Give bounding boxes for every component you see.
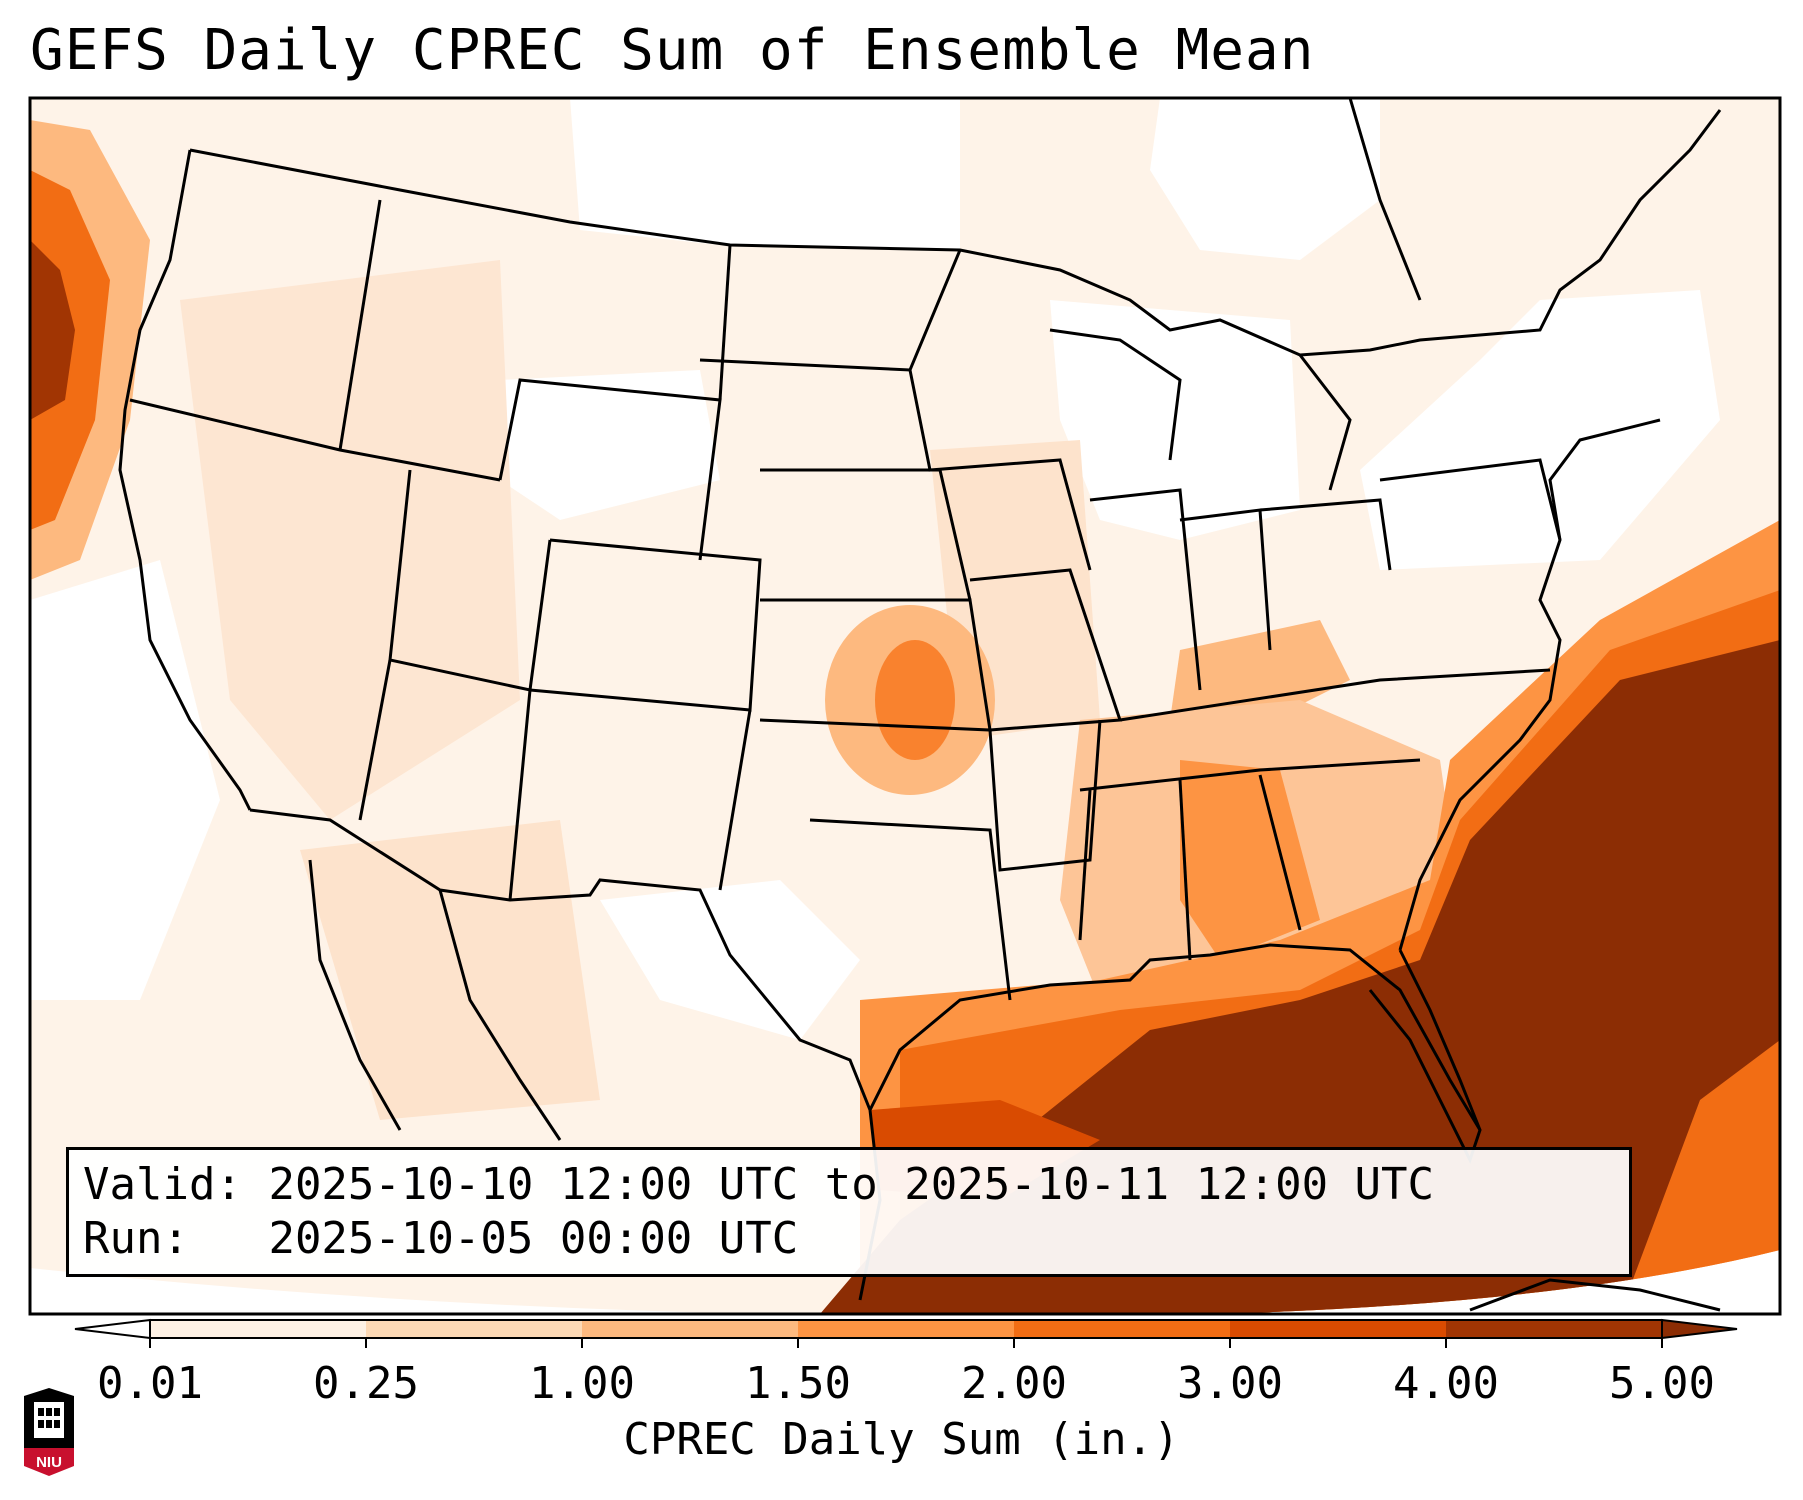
light-area-west	[180, 260, 520, 820]
colorbar	[74, 1318, 1738, 1348]
state-line-mississippi	[1078, 789, 1092, 941]
colorbar-tick-label: 1.50	[745, 1358, 851, 1409]
colorbar-tick-label: 1.00	[529, 1358, 635, 1409]
colorbar-segment	[150, 1320, 367, 1338]
precip-field	[30, 98, 1780, 1314]
state-line-alabama-west	[1178, 779, 1192, 961]
west-coast	[118, 149, 252, 811]
state-line-oklahoma-texas	[809, 818, 1012, 1001]
state-line-arkansas	[988, 719, 1102, 872]
canada-boundary	[1348, 98, 1422, 301]
colorbar-tick-label: 0.01	[97, 1358, 203, 1409]
niu-logo: NIU	[24, 1388, 74, 1476]
state-line-new-mexico-east	[718, 709, 752, 891]
map-frame	[28, 96, 1782, 1316]
plume-core	[30, 240, 75, 420]
colorbar-tick-label: 5.00	[1609, 1358, 1715, 1409]
state-line-colorado	[529, 538, 762, 712]
michigan-outline	[1298, 354, 1352, 491]
dry-area-pacific	[30, 560, 220, 1000]
dry-area-texas	[600, 880, 860, 1040]
dry-area-dakotas	[570, 98, 960, 250]
us-mexico-border	[249, 808, 872, 1111]
blob-kansas-core	[875, 640, 955, 760]
dry-area-wyoming	[500, 370, 720, 520]
state-line-dakota-west	[718, 244, 732, 401]
dry-area-northeast	[1360, 290, 1720, 570]
colorbar-segment	[798, 1320, 1015, 1338]
valid-value: 2025-10-10 12:00 UTC to 2025-10-11 12:00…	[268, 1159, 1435, 1210]
state-line-pennsylvania	[1379, 458, 1562, 541]
mexico-west-coast	[438, 889, 562, 1141]
run-value: 2025-10-05 00:00 UTC	[268, 1213, 799, 1264]
map-title: GEFS Daily CPREC Sum of Ensemble Mean	[30, 18, 1315, 83]
colorbar-under-extend	[74, 1318, 151, 1340]
florida-outline	[1368, 949, 1482, 1164]
state-line-south	[1079, 758, 1421, 792]
info-box: Valid: 2025-10-10 12:00 UTC to 2025-10-1…	[66, 1147, 1632, 1277]
colorbar-segment	[1446, 1320, 1663, 1338]
colorbar-tick-label: 0.25	[313, 1358, 419, 1409]
run-label: Run:	[83, 1213, 189, 1264]
atlantic-coast	[1398, 418, 1661, 951]
light-area-mexico	[300, 820, 600, 1120]
state-line-ohio	[1259, 498, 1392, 571]
state-line-arizona	[358, 659, 392, 821]
colorbar-tick-label: 2.00	[961, 1358, 1067, 1409]
valid-label: Valid:	[83, 1159, 242, 1210]
colorbar-segment	[1230, 1320, 1447, 1338]
state-line-kansas	[759, 598, 992, 732]
area-alabama	[1180, 760, 1320, 960]
state-line-missouri	[969, 568, 1123, 732]
svg-text:NIU: NIU	[36, 1454, 62, 1471]
state-line-tennessee	[1119, 668, 1551, 722]
state-line-idaho-west	[338, 199, 382, 451]
boundaries	[118, 98, 1722, 1312]
colorbar-outline	[149, 1319, 1663, 1339]
cuba-outline	[1469, 1278, 1721, 1312]
state-line-wyoming	[498, 378, 722, 561]
colorbar-over-extend	[1661, 1318, 1738, 1340]
state-line-utah	[388, 469, 552, 692]
colorbar-label: CPREC Daily Sum (in.)	[623, 1414, 1180, 1465]
state-line-illinois	[1089, 488, 1202, 691]
us-canada-border	[189, 109, 1722, 357]
gulf-coast	[868, 943, 1482, 1131]
colorbar-tick-label: 4.00	[1393, 1358, 1499, 1409]
baja-coast	[308, 859, 402, 1131]
dry-area-ontario	[1150, 98, 1380, 260]
colorbar-segment	[582, 1320, 799, 1338]
colorbar-segment	[366, 1320, 583, 1338]
state-line-new-mexico-west	[508, 689, 532, 901]
colorbar-segment	[1014, 1320, 1231, 1338]
colorbar-tick-label: 3.00	[1177, 1358, 1283, 1409]
wisconsin-outline	[1049, 328, 1182, 461]
state-line-iowa	[908, 369, 1092, 571]
state-line-georgia	[1258, 774, 1302, 931]
